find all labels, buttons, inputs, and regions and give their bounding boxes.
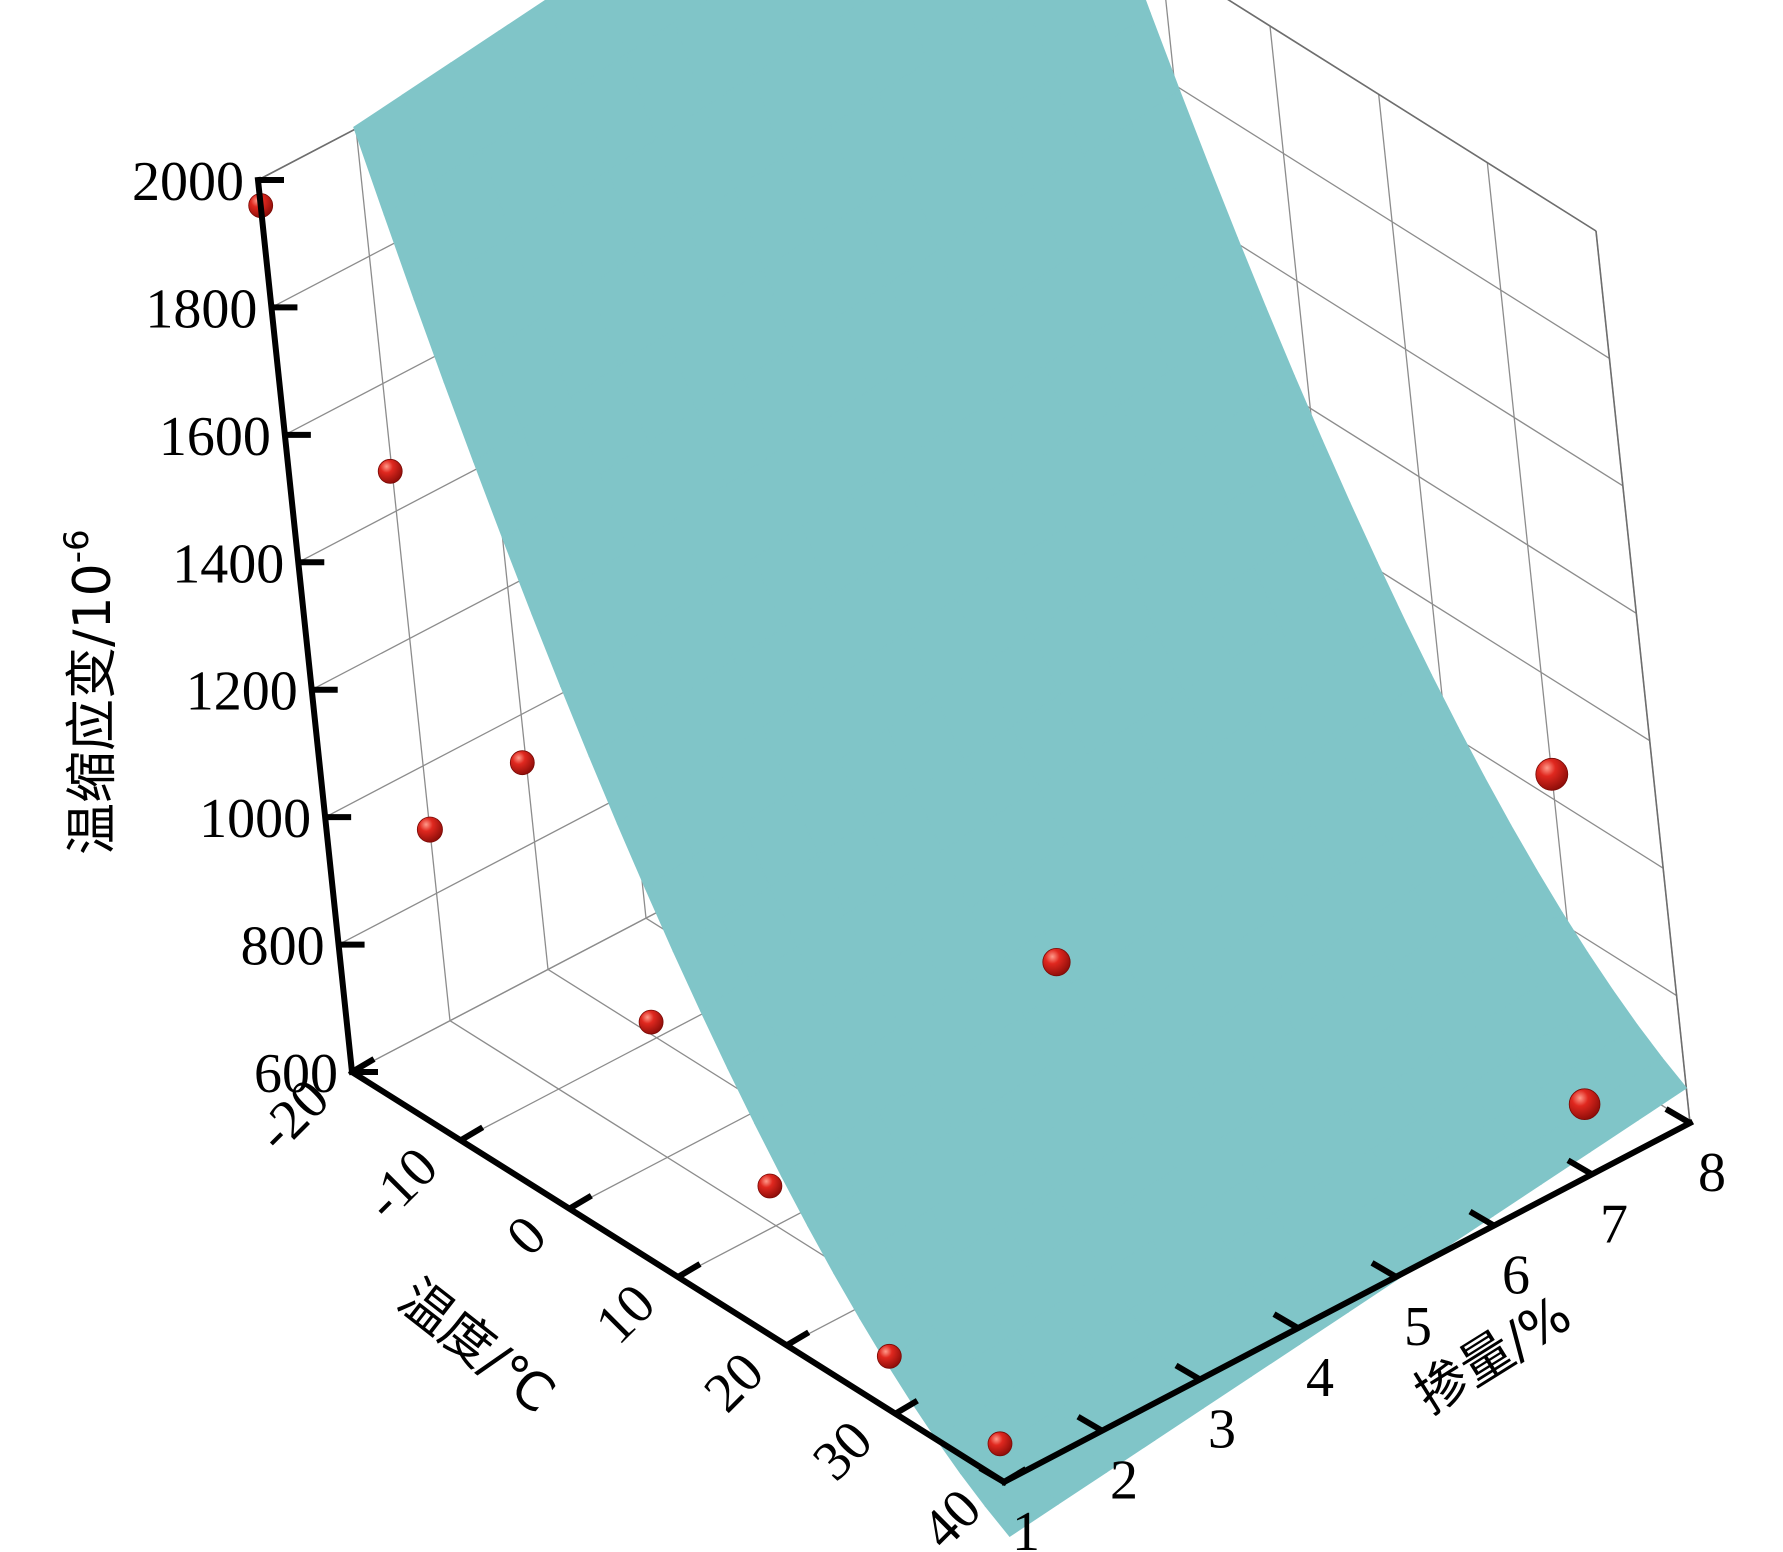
dosage-tick — [1174, 1362, 1202, 1383]
dosage-tick-label: 7 — [1600, 1193, 1628, 1255]
dosage-tick — [978, 1465, 1006, 1485]
dosage-tick — [1370, 1260, 1398, 1280]
data-point — [1535, 757, 1569, 791]
data-point — [416, 816, 443, 843]
data-point — [638, 1009, 664, 1035]
surface-patch — [665, 0, 710, 24]
dosage-axis-line — [999, 1118, 1695, 1487]
strain-tick-label: 1600 — [159, 406, 271, 468]
dosage-tick-label: 5 — [1404, 1296, 1432, 1358]
fitted-surface — [353, 0, 1688, 1538]
strain-tick-label: 2000 — [132, 151, 244, 213]
strain-tick-label: 1200 — [186, 661, 298, 723]
temperature-tick — [1002, 1466, 1028, 1485]
data-point — [377, 458, 403, 484]
temperature-tick — [350, 1056, 376, 1075]
temperature-tick — [567, 1193, 593, 1212]
dosage-tick — [1664, 1106, 1692, 1126]
temperature-tick-label: 0 — [495, 1204, 559, 1268]
temperature-axis-title: 温度/℃ — [387, 1268, 566, 1426]
dosage-tick — [1076, 1414, 1104, 1434]
data-point — [509, 750, 535, 776]
axis-lines — [254, 176, 1695, 1487]
temperature-tick — [893, 1398, 919, 1417]
strain-axis-line — [254, 176, 356, 1076]
strain-axis-title-sup: -6 — [57, 529, 97, 563]
dosage-tick-label: 8 — [1698, 1142, 1726, 1204]
dosage-tick-label: 6 — [1502, 1245, 1530, 1307]
grid-line — [1486, 162, 1582, 1055]
strain-axis-title: 温缩应变/10-6 — [57, 529, 123, 855]
dosage-tick — [1272, 1311, 1300, 1331]
temperature-tick — [676, 1261, 702, 1280]
box-edge — [1595, 230, 1691, 1124]
surface-patch — [984, 1473, 1059, 1538]
grid-line — [355, 128, 451, 1021]
data-points-front — [248, 193, 1601, 1457]
data-point — [757, 1173, 783, 1199]
temperature-tick-label: 10 — [584, 1272, 667, 1355]
dosage-tick-label: 1 — [1012, 1501, 1040, 1552]
strain-tick-label: 1400 — [172, 533, 284, 595]
strain-tick-label: 1000 — [199, 788, 311, 850]
temperature-tick — [459, 1124, 485, 1143]
strain-tick-label: 1800 — [145, 278, 257, 340]
strain-tick-label: 800 — [241, 916, 325, 978]
temperature-tick-label: -10 — [353, 1136, 450, 1233]
box-edge — [1227, 0, 1597, 232]
dosage-tick-label: 3 — [1208, 1398, 1236, 1460]
data-point — [1042, 947, 1071, 977]
dosage-tick-label: 4 — [1306, 1347, 1334, 1409]
dosage-tick — [1566, 1157, 1594, 1177]
dosage-tick-label: 2 — [1110, 1450, 1138, 1512]
temperature-tick — [785, 1329, 811, 1348]
data-point — [1568, 1088, 1601, 1120]
temperature-tick-label: 30 — [801, 1409, 884, 1492]
data-point — [987, 1431, 1013, 1457]
data-point — [876, 1343, 902, 1369]
temperature-tick-label: 20 — [692, 1341, 775, 1424]
strain-tick-label: 600 — [254, 1043, 338, 1105]
dosage-tick — [1468, 1208, 1496, 1229]
